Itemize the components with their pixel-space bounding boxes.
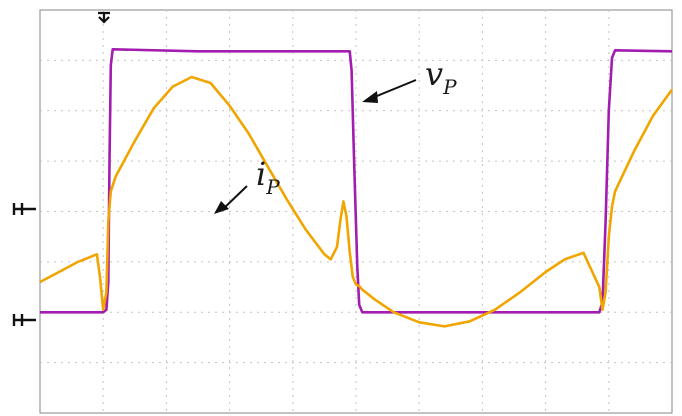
annotation-ip-sub: P — [265, 175, 280, 199]
annotation-ip: iP — [214, 155, 280, 214]
svg-text:iP: iP — [256, 155, 280, 199]
ground-marker-ch2 — [12, 314, 36, 326]
annotation-ip-main: i — [256, 155, 266, 193]
annotation-vp-sub: P — [442, 75, 457, 99]
trace-vP — [40, 47, 673, 314]
annotation-vp: vP — [362, 55, 457, 103]
traces — [39, 47, 674, 328]
ground-marker-ch1 — [12, 203, 36, 215]
annotation-vp-main: v — [425, 55, 443, 93]
trace-iP — [39, 75, 674, 328]
trigger-marker — [98, 11, 110, 24]
svg-text:vP: vP — [425, 55, 457, 99]
